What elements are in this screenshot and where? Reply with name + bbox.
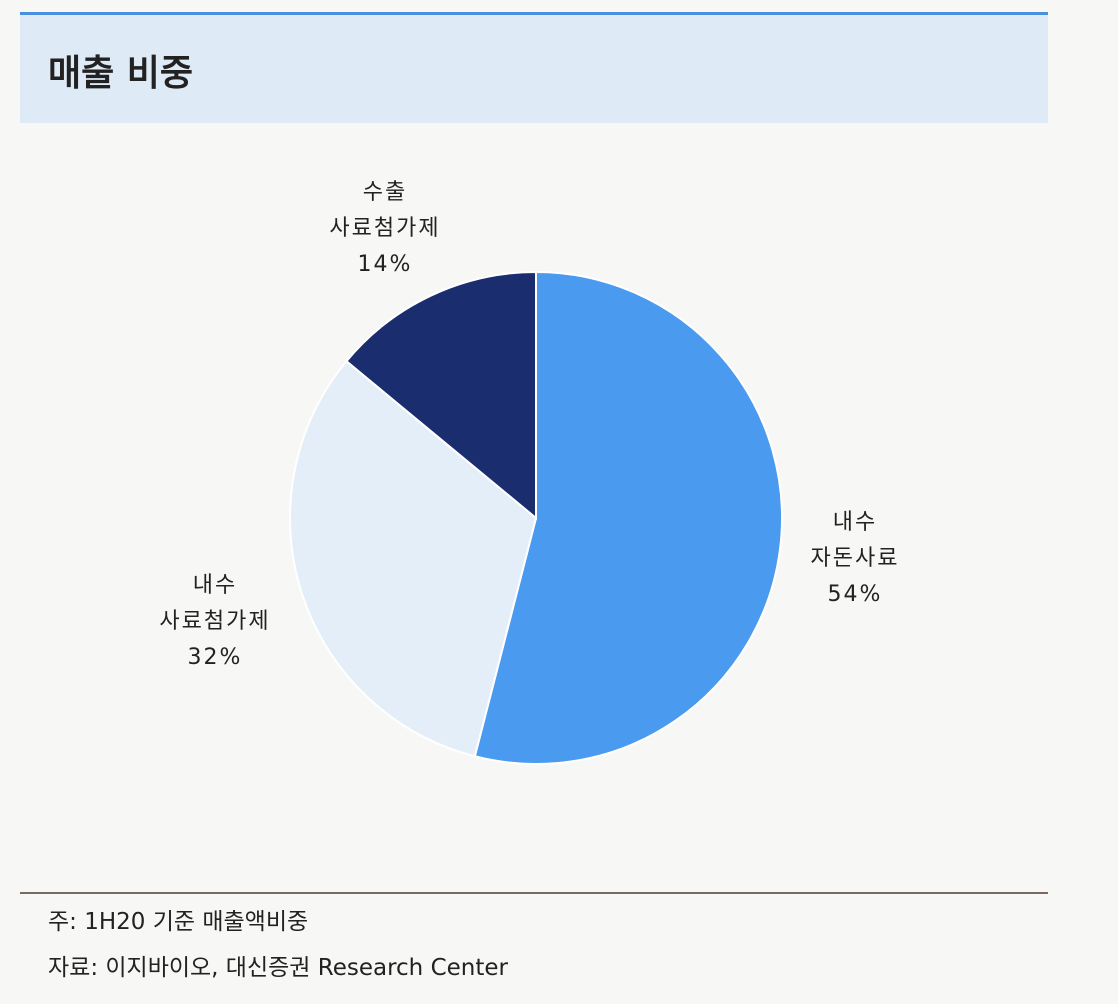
slice-label: 내수 자돈사료 54%	[745, 505, 965, 613]
note: 주: 1H20 기준 매출액비중	[48, 909, 309, 935]
value-label: 54%	[827, 582, 883, 607]
footer-rule	[20, 892, 1048, 894]
category-label: 내수 사료첨가제	[159, 573, 271, 634]
top-line	[20, 12, 1048, 15]
header-band	[20, 15, 1048, 123]
value-label: 14%	[357, 252, 413, 277]
slice-label: 내수 사료첨가제 32%	[105, 568, 325, 676]
pie-slice	[473, 270, 783, 765]
pie-slice	[345, 270, 537, 521]
slice-label: 수출 사료첨가제 14%	[275, 175, 495, 283]
category-label: 수출 사료첨가제	[329, 180, 441, 241]
category-label: 내수 자돈사료	[810, 510, 900, 571]
pie-slice	[289, 359, 538, 758]
title: 매출 비중	[48, 53, 194, 94]
source: 자료: 이지바이오, 대신증권 Research Center	[48, 955, 508, 981]
value-label: 32%	[187, 645, 243, 670]
